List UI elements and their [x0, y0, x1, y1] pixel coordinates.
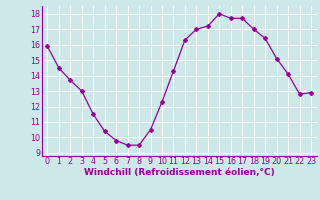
X-axis label: Windchill (Refroidissement éolien,°C): Windchill (Refroidissement éolien,°C)	[84, 168, 275, 177]
